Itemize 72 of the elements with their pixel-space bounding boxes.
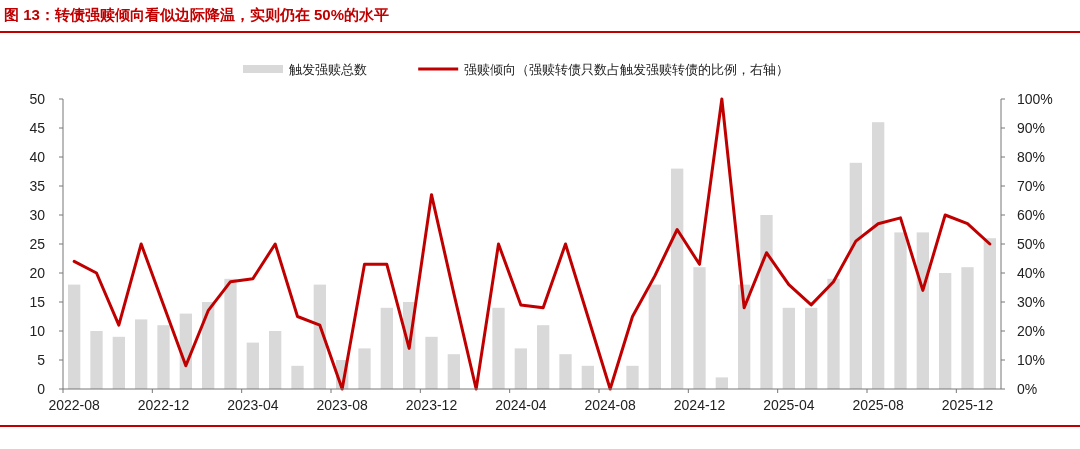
x-tick-label: 2025-08 xyxy=(852,397,905,413)
bar xyxy=(872,122,885,389)
bar xyxy=(537,325,550,389)
bar xyxy=(849,162,862,389)
x-tick-label: 2024-12 xyxy=(673,397,726,413)
bar xyxy=(715,377,728,389)
bar xyxy=(246,342,259,389)
y2-tick-label: 90% xyxy=(1017,120,1046,136)
bar xyxy=(693,267,706,389)
x-tick-label: 2025-04 xyxy=(763,397,815,413)
y-tick-label: 40 xyxy=(29,149,46,165)
bar xyxy=(157,325,170,389)
bar xyxy=(380,307,393,389)
x-tick-label: 2024-08 xyxy=(584,397,637,413)
bar xyxy=(648,284,661,389)
bar xyxy=(782,307,795,389)
x-tick-label: 2023-08 xyxy=(316,397,369,413)
bar xyxy=(827,278,840,389)
y-tick-label: 50 xyxy=(29,91,46,107)
bar xyxy=(760,215,773,389)
y-tick-label: 0 xyxy=(37,381,46,397)
legend-label: 触发强赎总数 xyxy=(289,62,367,77)
bar xyxy=(291,365,304,389)
bar xyxy=(90,331,103,389)
y-tick-label: 10 xyxy=(29,323,46,339)
bar xyxy=(68,284,81,389)
y2-tick-label: 100% xyxy=(1017,91,1053,107)
bar xyxy=(447,354,460,389)
x-tick-label: 2022-08 xyxy=(48,397,101,413)
bar xyxy=(916,232,929,389)
bar xyxy=(358,348,371,389)
y2-tick-label: 50% xyxy=(1017,236,1046,252)
y-tick-label: 45 xyxy=(29,120,46,136)
legend-label: 强赎倾向（强赎转债只数占触发强赎转债的比例，右轴） xyxy=(464,62,790,77)
x-tick-label: 2025-12 xyxy=(941,397,994,413)
chart-title: 图 13：转债强赎倾向看似边际降温，实则仍在 50%的水平 xyxy=(4,6,390,23)
bar xyxy=(894,232,907,389)
bar xyxy=(425,336,438,389)
bar xyxy=(939,273,952,389)
y2-tick-label: 20% xyxy=(1017,323,1046,339)
y2-tick-label: 80% xyxy=(1017,149,1046,165)
y-tick-label: 20 xyxy=(29,265,46,281)
y-tick-label: 5 xyxy=(37,352,46,368)
x-tick-label: 2024-04 xyxy=(495,397,547,413)
bar xyxy=(135,319,148,389)
bar xyxy=(224,278,237,389)
bar xyxy=(671,168,684,389)
y-tick-label: 35 xyxy=(29,178,46,194)
y2-tick-label: 10% xyxy=(1017,352,1046,368)
bar xyxy=(112,336,125,389)
y-tick-label: 30 xyxy=(29,207,46,223)
bar xyxy=(559,354,572,389)
bar xyxy=(313,284,326,389)
bar xyxy=(961,267,974,389)
bar xyxy=(514,348,527,389)
bar xyxy=(581,365,594,389)
bar xyxy=(805,307,818,389)
bar xyxy=(626,365,639,389)
bar xyxy=(269,331,282,389)
bar xyxy=(492,307,505,389)
y2-tick-label: 70% xyxy=(1017,178,1046,194)
y-tick-label: 15 xyxy=(29,294,46,310)
y2-tick-label: 0% xyxy=(1017,381,1038,397)
x-tick-label: 2023-12 xyxy=(405,397,458,413)
y2-tick-label: 40% xyxy=(1017,265,1046,281)
y2-tick-label: 30% xyxy=(1017,294,1046,310)
x-tick-label: 2022-12 xyxy=(137,397,190,413)
x-tick-label: 2023-04 xyxy=(227,397,279,413)
y-tick-label: 25 xyxy=(29,236,46,252)
line-series xyxy=(72,97,992,391)
bar xyxy=(983,238,996,389)
y2-tick-label: 60% xyxy=(1017,207,1046,223)
